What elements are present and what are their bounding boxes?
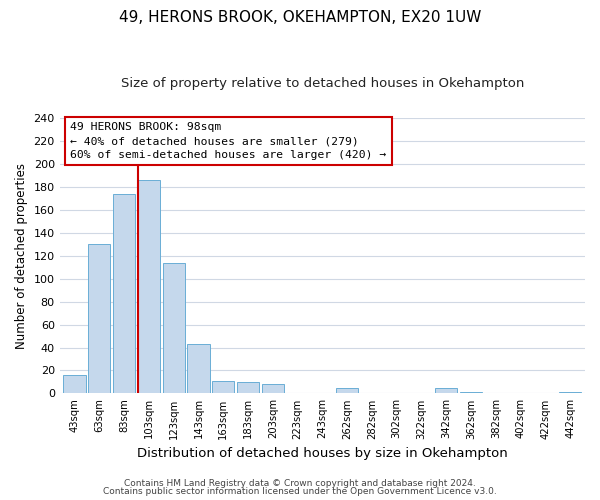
Bar (460, 392, 482, 394)
Bar (212, 381, 235, 394)
Bar (113, 194, 135, 394)
Bar (237, 382, 259, 394)
Bar (163, 262, 185, 394)
Bar (88, 244, 110, 394)
Y-axis label: Number of detached properties: Number of detached properties (15, 162, 28, 348)
Text: 49, HERONS BROOK, OKEHAMPTON, EX20 1UW: 49, HERONS BROOK, OKEHAMPTON, EX20 1UW (119, 10, 481, 25)
X-axis label: Distribution of detached houses by size in Okehampton: Distribution of detached houses by size … (137, 447, 508, 460)
Text: 49 HERONS BROOK: 98sqm
← 40% of detached houses are smaller (279)
60% of semi-de: 49 HERONS BROOK: 98sqm ← 40% of detached… (70, 122, 386, 160)
Bar (262, 384, 284, 394)
Bar (187, 344, 209, 394)
Text: Contains public sector information licensed under the Open Government Licence v3: Contains public sector information licen… (103, 487, 497, 496)
Title: Size of property relative to detached houses in Okehampton: Size of property relative to detached ho… (121, 78, 524, 90)
Bar (138, 180, 160, 394)
Text: Contains HM Land Registry data © Crown copyright and database right 2024.: Contains HM Land Registry data © Crown c… (124, 478, 476, 488)
Bar (435, 388, 457, 394)
Bar (559, 392, 581, 394)
Bar (64, 375, 86, 394)
Bar (336, 388, 358, 394)
